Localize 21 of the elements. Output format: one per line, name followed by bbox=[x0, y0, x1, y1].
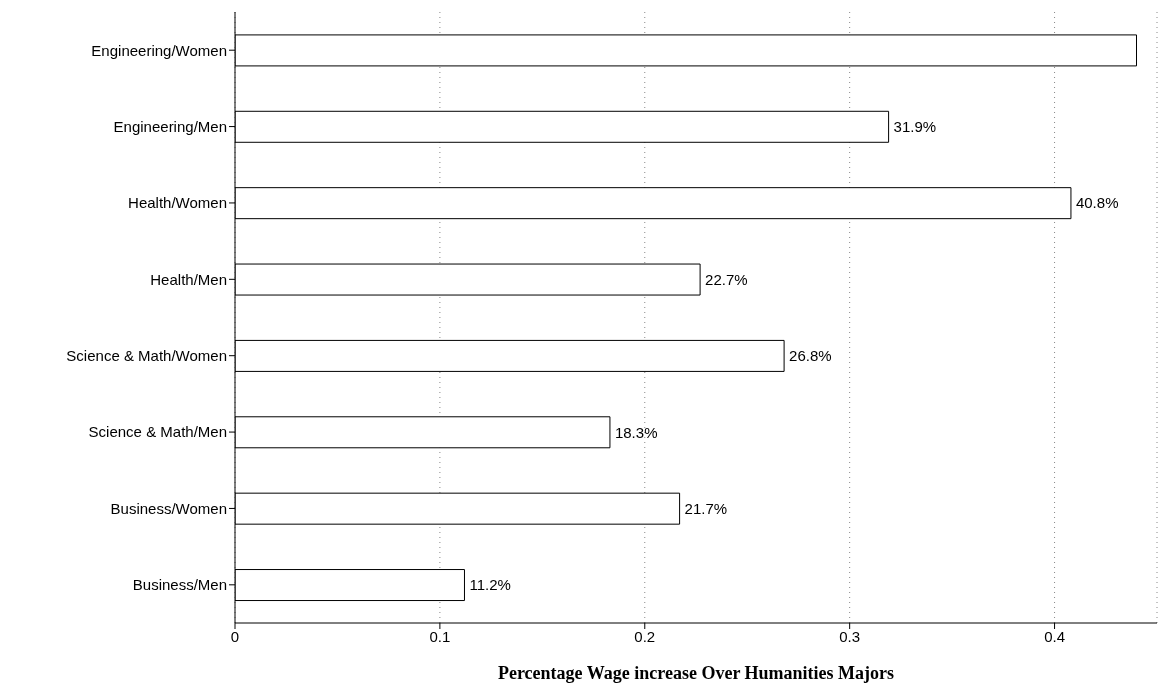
y-tick-label: Health/Women bbox=[128, 194, 227, 212]
data-label: 22.7% bbox=[705, 270, 748, 288]
data-label: 18.3% bbox=[614, 423, 658, 441]
data-label: 11.2% bbox=[469, 576, 511, 594]
x-tick-label: 0.3 bbox=[839, 627, 861, 645]
data-label: 31.9% bbox=[893, 118, 937, 136]
y-tick-label: Business/Women bbox=[110, 499, 227, 517]
x-tick-label: 0.2 bbox=[634, 627, 656, 645]
data-label: 40.8% bbox=[1075, 194, 1119, 212]
y-tick-label: Engineering/Women bbox=[91, 41, 227, 59]
y-tick-label: Health/Men bbox=[150, 270, 227, 288]
y-tick-label: Science & Math/Women bbox=[66, 347, 227, 365]
x-axis-title: Percentage Wage increase Over Humanities Majors bbox=[497, 663, 895, 683]
x-tick-label: 0.4 bbox=[1044, 627, 1065, 645]
y-tick-label: Engineering/Men bbox=[113, 117, 227, 135]
y-tick-label: Science & Math/Men bbox=[88, 423, 227, 441]
data-label: 26.8% bbox=[789, 347, 832, 365]
x-tick-label: 0.1 bbox=[429, 627, 451, 645]
data-label: 21.7% bbox=[684, 499, 728, 517]
y-tick-label: Business/Men bbox=[132, 576, 227, 594]
x-tick-label: 0 bbox=[230, 627, 240, 645]
